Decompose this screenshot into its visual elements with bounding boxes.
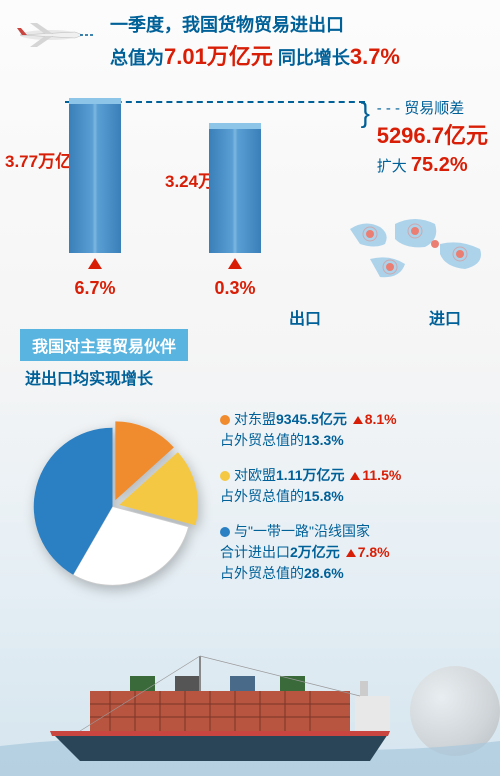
title-line1: 一季度，我国货物贸易进出口 [110, 12, 480, 39]
import-bar: 0.3% [200, 123, 270, 299]
total-value: 7.01万亿元 [164, 44, 273, 69]
worldmap-icon [340, 199, 495, 299]
up-triangle-icon [228, 258, 242, 269]
export-bar: 6.7% [60, 98, 130, 299]
pie-item: 对东盟9345.5亿元 8.1%占外贸总值的13.3% [220, 409, 490, 451]
surplus-value: 5296.7亿元 [377, 118, 488, 150]
title-line2: 总值为7.01万亿元 同比增长3.7% [110, 39, 480, 71]
pie-section: 对东盟9345.5亿元 8.1%占外贸总值的13.3% 对欧盟1.11万亿元 11… [0, 404, 500, 634]
section2-subtitle: 进出口均实现增长 [25, 365, 500, 389]
section2-title: 我国对主要贸易伙伴 [20, 329, 188, 361]
pie-item: 对欧盟1.11万亿元 11.5%占外贸总值的15.8% [220, 465, 490, 507]
up-triangle-icon [88, 258, 102, 269]
pie-item: 与"一带一路"沿线国家合计进出口2万亿元 7.8%占外贸总值的28.6% [220, 521, 490, 584]
expand-label: 扩大 [377, 158, 407, 175]
import-label: 进口 [195, 305, 500, 329]
pie-legend: 对东盟9345.5亿元 8.1%占外贸总值的13.3% 对欧盟1.11万亿元 11… [220, 409, 490, 598]
ship-icon [0, 636, 500, 776]
header: 一季度，我国货物贸易进出口 总值为7.01万亿元 同比增长3.7% [0, 0, 500, 79]
yoy-pct: 3.7% [350, 44, 400, 69]
brace-icon: } [361, 97, 370, 129]
pie-chart [25, 419, 200, 594]
expand-pct: 75.2% [411, 154, 468, 176]
export-pct: 6.7% [60, 278, 130, 299]
surplus-box: - - - 贸易顺差 5296.7亿元 扩大 75.2% [377, 97, 488, 177]
bars-section: } - - - 贸易顺差 5296.7亿元 扩大 75.2% 3.77万亿元 6… [0, 89, 500, 329]
import-pct: 0.3% [200, 278, 270, 299]
surplus-label: 贸易顺差 [404, 100, 464, 117]
